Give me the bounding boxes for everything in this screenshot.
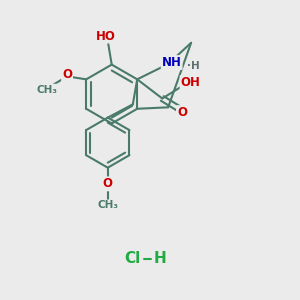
Text: HO: HO [96,29,116,43]
Text: Cl: Cl [124,251,140,266]
Text: O: O [177,106,187,119]
Text: ·H: ·H [187,61,200,71]
Text: O: O [103,177,113,190]
Text: NH: NH [162,56,182,69]
Text: OH: OH [181,76,200,89]
Text: O: O [62,68,72,81]
Text: H: H [154,251,167,266]
Text: CH₃: CH₃ [37,85,58,94]
Text: CH₃: CH₃ [98,200,119,210]
